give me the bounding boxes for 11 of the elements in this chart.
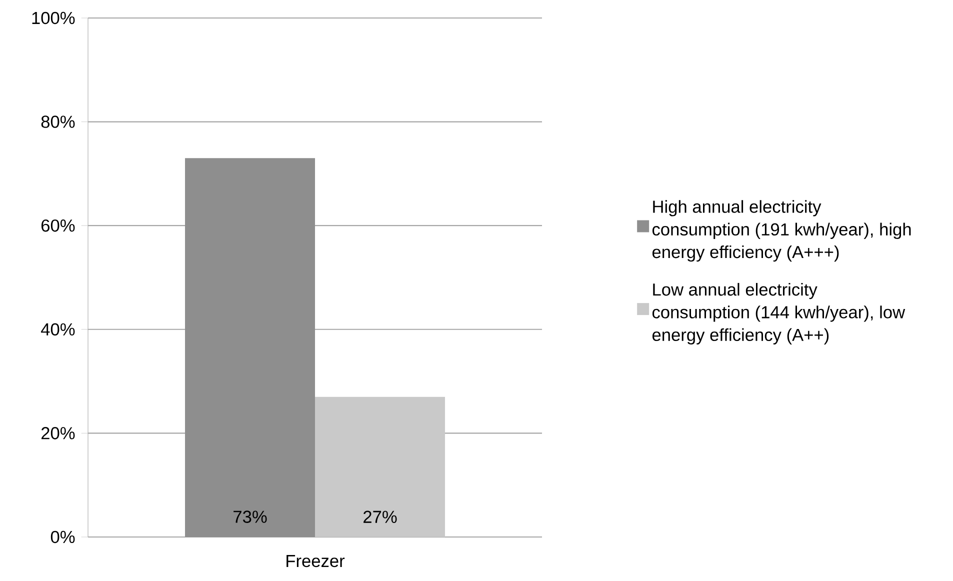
data-label: 73% xyxy=(234,510,267,523)
legend-label: Low annual electricity consumption (144 kwh/year), low energy efficiency (A++) xyxy=(652,282,906,344)
y-tick-label: 80% xyxy=(41,116,75,128)
y-tick-label: 100% xyxy=(32,12,75,24)
y-tick-label: 60% xyxy=(41,219,75,232)
x-tick-label: Freezer xyxy=(286,555,345,568)
y-tick-label: 40% xyxy=(41,323,75,336)
y-tick-label: 0% xyxy=(50,530,75,544)
y-tick-label: 20% xyxy=(41,427,75,440)
legend-label: High annual electricity consumption (191 kwh/year), high energy efficiency (A+++) xyxy=(652,200,911,262)
data-label: 27% xyxy=(364,510,397,523)
